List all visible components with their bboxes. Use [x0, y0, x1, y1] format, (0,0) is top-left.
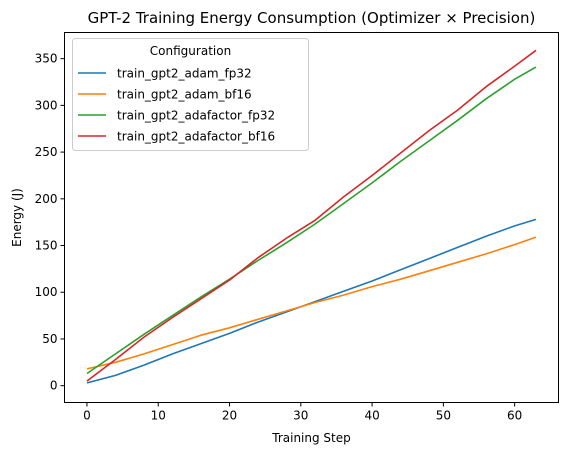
legend: Configuration train_gpt2_adam_fp32train_…	[72, 38, 309, 151]
y-tick-label: 150	[35, 239, 58, 253]
y-tick-label: 50	[42, 332, 57, 346]
plot-frame	[64, 32, 559, 403]
y-tick-label: 100	[35, 285, 58, 299]
series-lines	[86, 49, 537, 384]
y-tick-label: 0	[50, 379, 58, 393]
y-axis-label: Energy (J)	[10, 188, 24, 247]
y-tick-label: 250	[35, 145, 58, 159]
legend-items: train_gpt2_adam_fp32 train_gpt2_adam_bf16…	[78, 67, 275, 144]
x-tick-label: 60	[507, 409, 522, 423]
series-line-train_gpt2_adafactor_fp32	[86, 66, 537, 375]
legend-title: Configuration	[150, 44, 231, 58]
x-axis: 0 10 20 30 40 50 60	[83, 402, 522, 423]
x-tick-label: 20	[222, 409, 237, 423]
legend-entry-label: train_gpt2_adafactor_bf16	[117, 130, 275, 144]
y-axis: 0 50 100 150 200 250 300 350	[35, 52, 65, 393]
legend-entry-label: train_gpt2_adam_fp32	[117, 67, 252, 81]
series-line-train_gpt2_adam_bf16	[86, 236, 537, 370]
x-tick-label: 40	[364, 409, 379, 423]
y-tick-label: 200	[35, 192, 58, 206]
series-line-train_gpt2_adam_fp32	[86, 218, 537, 384]
x-tick-label: 50	[436, 409, 451, 423]
x-tick-label: 30	[293, 409, 308, 423]
x-axis-label: Training Step	[271, 431, 351, 445]
chart-title: GPT-2 Training Energy Consumption (Optim…	[88, 9, 536, 27]
x-tick-label: 0	[83, 409, 91, 423]
y-tick-label: 350	[35, 52, 58, 66]
y-tick-label: 300	[35, 98, 58, 112]
legend-entry-label: train_gpt2_adam_bf16	[117, 88, 252, 102]
x-tick-label: 10	[151, 409, 166, 423]
legend-box	[72, 38, 309, 151]
series-line-train_gpt2_adafactor_bf16	[86, 49, 537, 382]
legend-entry-label: train_gpt2_adafactor_fp32	[117, 109, 275, 123]
